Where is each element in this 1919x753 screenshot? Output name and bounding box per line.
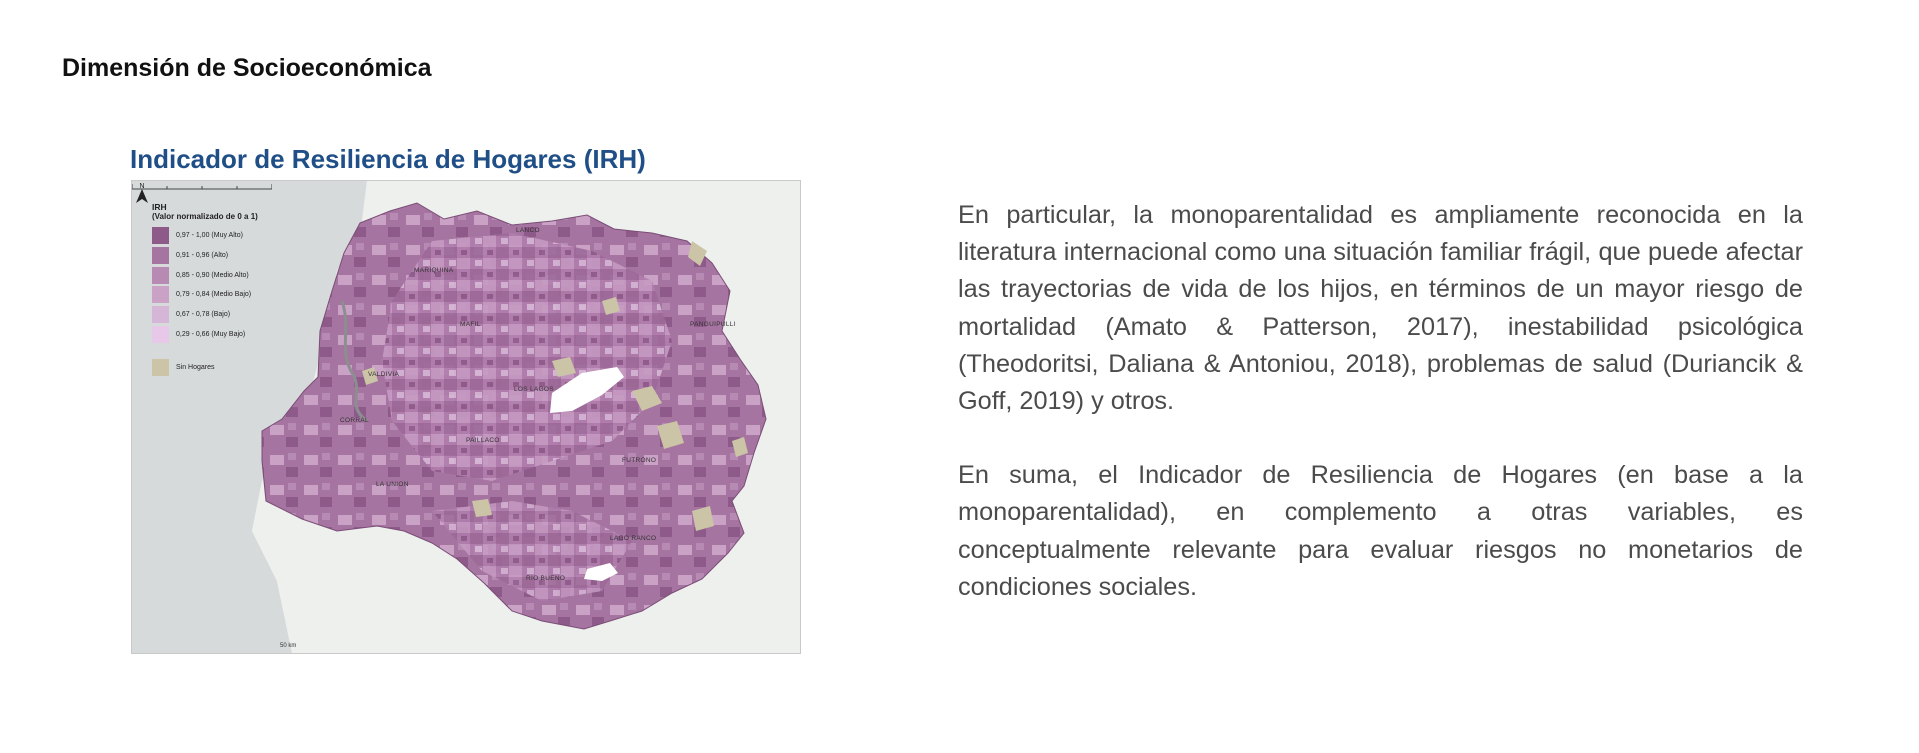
place-label: PAILLACO — [466, 437, 500, 444]
scale-label: 50 km — [280, 643, 297, 649]
legend-item-bajo: 0,67 - 0,78 (Bajo) — [152, 305, 312, 325]
legend-subtitle: (Valor normalizado de 0 a 1) — [152, 212, 258, 221]
place-label: RIO BUENO — [526, 575, 566, 582]
place-label: LAGO RANCO — [610, 535, 657, 542]
place-label: CORRAL — [340, 417, 369, 424]
place-label: FUTRONO — [622, 457, 657, 464]
legend-swatch — [152, 286, 169, 304]
place-label: MAFIL — [460, 321, 481, 328]
north-label: N — [139, 183, 144, 190]
scale-bar — [132, 184, 272, 190]
legend-item-muy-alto: 0,97 - 1,00 (Muy Alto) — [152, 226, 312, 246]
north-arrow-icon: N — [136, 183, 148, 203]
place-label: LOS LAGOS — [514, 386, 554, 393]
legend-item-muy-bajo: 0,29 - 0,66 (Muy Bajo) — [152, 324, 312, 344]
place-label: LANCO — [516, 227, 540, 234]
place-label: VALDIVIA — [368, 371, 400, 378]
legend-label: 0,29 - 0,66 (Muy Bajo) — [176, 330, 246, 338]
legend-item-alto: 0,91 - 0,96 (Alto) — [152, 246, 312, 266]
region-center — [382, 233, 672, 481]
map-legend: IRH (Valor normalizado de 0 a 1) 0,97 - … — [152, 202, 312, 377]
legend-swatch — [152, 306, 169, 324]
legend-swatch — [152, 247, 169, 265]
place-label: MARIQUINA — [414, 267, 454, 274]
legend-swatch — [152, 227, 169, 245]
legend-label: 0,97 - 1,00 (Muy Alto) — [176, 232, 243, 240]
paragraph-monoparentalidad: En particular, la monoparentalidad es am… — [958, 201, 1803, 416]
legend-label: 0,67 - 0,78 (Bajo) — [176, 311, 231, 319]
place-label: LA UNION — [376, 481, 409, 488]
legend-item-sin-hogares: Sin Hogares — [152, 359, 312, 377]
legend-label: 0,85 - 0,90 (Medio Alto) — [176, 271, 249, 279]
legend-item-medio-alto: 0,85 - 0,90 (Medio Alto) — [152, 265, 312, 285]
no-household-areas — [362, 241, 748, 531]
body-text: En particular, la monoparentalidad es am… — [958, 197, 1803, 643]
legend-swatch — [152, 266, 169, 284]
legend-label: 0,91 - 0,96 (Alto) — [176, 252, 229, 260]
sea-area — [132, 181, 367, 653]
legend-swatch — [152, 359, 169, 377]
legend-label: Sin Hogares — [176, 364, 215, 372]
legend-label: 0,79 - 0,84 (Medio Bajo) — [176, 291, 252, 299]
map-canvas — [132, 181, 800, 653]
legend-swatch — [152, 325, 169, 343]
river-valdivia — [340, 300, 368, 423]
section-title: Dimensión de Socioeconómica — [62, 54, 432, 82]
map-title: Indicador de Resiliencia de Hogares (IRH… — [130, 144, 646, 174]
place-label: PANGUIPULLI — [690, 321, 736, 328]
lake-ranco — [584, 563, 618, 581]
irh-map: IRH (Valor normalizado de 0 a 1) 0,97 - … — [131, 180, 801, 654]
paragraph-summary: En suma, el Indicador de Resiliencia de … — [958, 461, 1803, 601]
legend-title: IRH — [152, 202, 167, 212]
legend-item-medio-bajo: 0,79 - 0,84 (Medio Bajo) — [152, 285, 312, 305]
lake-riñihue — [550, 367, 624, 413]
region-south — [432, 501, 632, 601]
